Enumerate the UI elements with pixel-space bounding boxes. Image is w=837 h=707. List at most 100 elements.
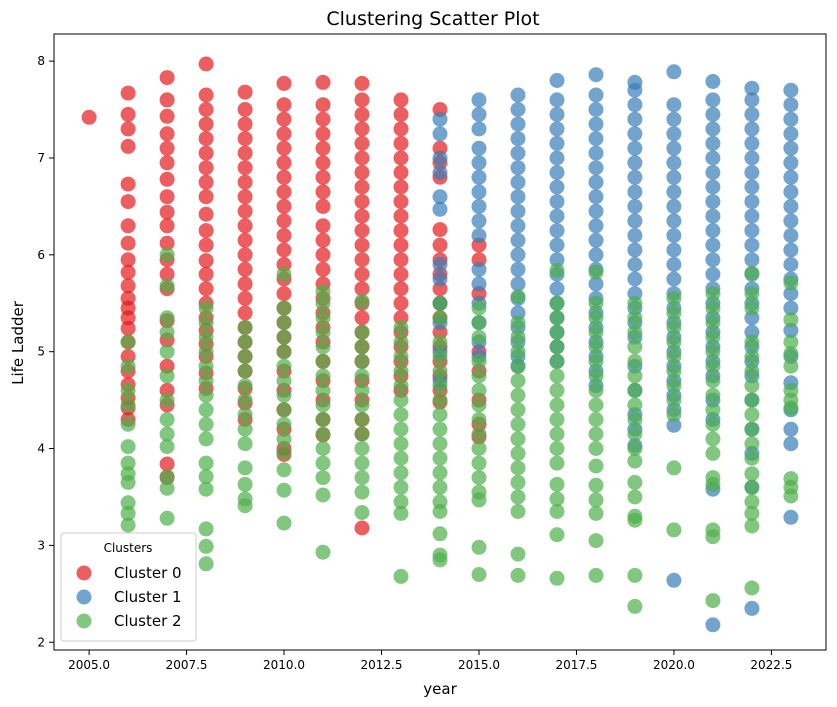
scatter-point-cluster-1: [666, 417, 682, 433]
scatter-point-cluster-0: [393, 237, 409, 253]
scatter-point-cluster-2: [666, 349, 682, 364]
scatter-point-cluster-2: [627, 339, 643, 355]
scatter-point-cluster-2: [705, 402, 721, 418]
scatter-point-cluster-2: [471, 368, 487, 384]
scatter-point-cluster-1: [549, 92, 565, 108]
scatter-point-cluster-1: [549, 150, 565, 166]
scatter-point-cluster-2: [510, 460, 526, 476]
scatter-point-cluster-2: [237, 392, 253, 408]
scatter-point-cluster-0: [354, 75, 370, 91]
scatter-point-cluster-2: [588, 426, 604, 442]
scatter-point-cluster-2: [783, 275, 799, 291]
scatter-point-cluster-2: [471, 382, 487, 398]
scatter-point-cluster-2: [159, 412, 175, 427]
scatter-point-cluster-1: [744, 121, 760, 137]
scatter-point-cluster-2: [783, 312, 799, 328]
scatter-point-cluster-2: [276, 482, 292, 498]
scatter-point-cluster-2: [588, 295, 604, 311]
scatter-point-cluster-0: [393, 252, 409, 268]
scatter-point-cluster-2: [315, 284, 331, 300]
scatter-point-cluster-2: [432, 378, 448, 394]
scatter-point-cluster-1: [588, 276, 604, 292]
x-tick-label: 2005.0: [68, 658, 110, 672]
scatter-point-cluster-0: [393, 150, 409, 166]
scatter-point-cluster-0: [198, 145, 214, 161]
scatter-point-cluster-0: [354, 92, 370, 108]
scatter-point-cluster-0: [198, 56, 214, 72]
scatter-point-cluster-2: [744, 378, 760, 394]
scatter-point-cluster-0: [159, 92, 175, 108]
scatter-point-cluster-2: [666, 320, 682, 335]
scatter-point-cluster-2: [315, 353, 331, 369]
scatter-point-cluster-1: [705, 106, 721, 122]
scatter-point-cluster-2: [159, 247, 175, 263]
points-layer: [81, 56, 799, 633]
scatter-point-cluster-1: [510, 189, 526, 205]
scatter-point-cluster-1: [666, 126, 682, 142]
scatter-point-cluster-2: [783, 358, 799, 374]
scatter-point-cluster-2: [159, 426, 175, 442]
scatter-point-cluster-2: [237, 334, 253, 350]
scatter-point-cluster-1: [705, 74, 721, 89]
scatter-point-cluster-1: [705, 165, 721, 180]
scatter-point-cluster-2: [315, 339, 331, 355]
scatter-point-cluster-0: [198, 87, 214, 103]
scatter-point-cluster-2: [159, 310, 175, 326]
scatter-point-cluster-0: [159, 171, 175, 187]
scatter-point-cluster-2: [354, 368, 370, 384]
scatter-point-cluster-1: [549, 252, 565, 268]
legend[interactable]: Clusters Cluster 0 Cluster 1 Cluster 2: [60, 532, 197, 642]
scatter-point-cluster-1: [666, 242, 682, 258]
scatter-point-cluster-2: [120, 397, 136, 413]
scatter-point-cluster-1: [432, 257, 448, 272]
scatter-point-cluster-1: [783, 82, 799, 98]
scatter-point-cluster-2: [432, 421, 448, 437]
scatter-point-cluster-0: [354, 208, 370, 224]
scatter-point-cluster-1: [627, 213, 643, 229]
scatter-point-cluster-2: [315, 382, 331, 398]
scatter-point-cluster-2: [705, 300, 721, 316]
x-tick-label: 2017.5: [555, 658, 597, 672]
scatter-point-cluster-1: [471, 261, 487, 277]
scatter-point-cluster-2: [120, 358, 136, 374]
scatter-point-cluster-2: [705, 329, 721, 345]
scatter-point-cluster-0: [393, 121, 409, 137]
scatter-point-cluster-2: [315, 455, 331, 471]
scatter-point-cluster-2: [198, 431, 214, 447]
scatter-point-cluster-1: [471, 276, 487, 292]
scatter-point-cluster-0: [354, 194, 370, 210]
scatter-point-cluster-2: [315, 324, 331, 340]
scatter-point-cluster-1: [666, 184, 682, 200]
scatter-point-cluster-0: [198, 116, 214, 132]
scatter-point-cluster-0: [432, 237, 448, 253]
scatter-point-cluster-0: [315, 97, 331, 113]
scatter-point-cluster-2: [276, 462, 292, 478]
scatter-point-cluster-2: [471, 492, 487, 508]
scatter-point-cluster-1: [705, 617, 721, 633]
scatter-point-cluster-2: [627, 489, 643, 505]
scatter-point-cluster-2: [432, 526, 448, 542]
y-axis: 2 3 4 5 6 7 8: [37, 54, 54, 649]
scatter-point-cluster-1: [783, 228, 799, 243]
scatter-point-cluster-1: [627, 155, 643, 171]
scatter-point-cluster-2: [588, 567, 604, 583]
x-tick-label: 2012.5: [361, 658, 403, 672]
scatter-point-cluster-2: [354, 426, 370, 442]
scatter-point-cluster-2: [432, 334, 448, 350]
scatter-point-cluster-2: [510, 358, 526, 374]
plot-frame: [53, 33, 827, 651]
scatter-point-cluster-2: [510, 489, 526, 505]
scatter-point-cluster-0: [120, 121, 136, 137]
scatter-point-cluster-2: [627, 324, 643, 340]
scatter-point-cluster-0: [276, 184, 292, 200]
scatter-point-cluster-0: [315, 184, 331, 200]
scatter-point-cluster-2: [276, 431, 292, 447]
scatter-point-cluster-0: [276, 75, 292, 91]
scatter-point-cluster-0: [159, 456, 175, 472]
scatter-point-cluster-2: [393, 479, 409, 495]
scatter-point-cluster-2: [705, 387, 721, 403]
scatter-point-cluster-1: [471, 106, 487, 122]
scatter-point-cluster-2: [627, 353, 643, 369]
scatter-point-cluster-2: [159, 439, 175, 455]
